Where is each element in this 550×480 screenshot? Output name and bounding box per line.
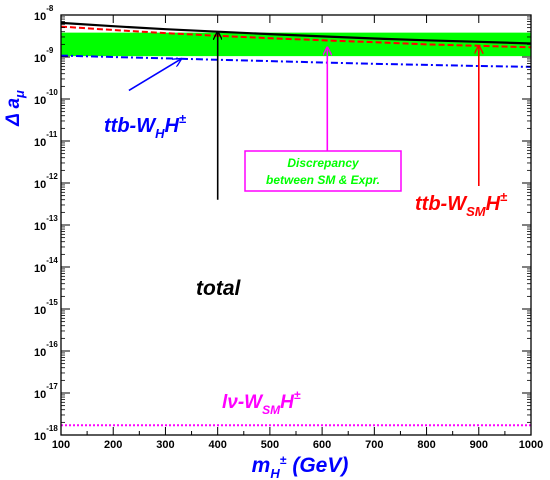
y-tick-label: 10-9: [34, 46, 54, 65]
x-tick-label: 300: [156, 439, 174, 451]
x-tick-label: 500: [261, 439, 279, 451]
y-tick-label: 10-10: [34, 88, 58, 107]
series-line-ttb-WSM: [60, 25, 532, 49]
plot-frame: [60, 14, 532, 436]
x-tick-label: 800: [417, 439, 435, 451]
wh-arrow: [128, 59, 181, 92]
discrepancy-line-2: between SM & Expr.: [266, 173, 380, 187]
label-ttb-wsm: ttb-WSMH±: [415, 189, 508, 219]
y-tick-label: 10-14: [34, 256, 58, 275]
x-tick-label: 1000: [519, 439, 543, 451]
y-tick-label: 10-15: [34, 298, 58, 317]
discrepancy-line-1: Discrepancy: [287, 156, 360, 170]
x-tick-label: 200: [104, 439, 122, 451]
x-axis-label: mH± (GeV): [252, 453, 349, 480]
series-layer: [60, 21, 532, 427]
discrepancy-band: [61, 32, 531, 57]
y-tick-label: 10-12: [34, 172, 58, 191]
label-lnu-wsm: lν-WSMH±: [222, 388, 301, 417]
x-tick-label: 100: [52, 439, 70, 451]
y-axis-label: Δ aμ: [3, 90, 27, 127]
y-tick-label: 10-11: [34, 130, 58, 149]
discrepancy-band-layer: [61, 32, 531, 57]
y-tick-label: 10-16: [34, 340, 58, 359]
tick-layer: 100 200 300 400 500 600 700 800 900 1000 10-8 10-9 1…: [34, 4, 543, 451]
x-tick-label: 900: [470, 439, 488, 451]
y-tick-label: 10-18: [34, 424, 58, 443]
y-tick-label: 10-13: [34, 214, 58, 233]
discrepancy-box: [244, 150, 402, 192]
series-line-total: [60, 21, 532, 45]
x-tick-label: 600: [313, 439, 331, 451]
series-line-ttb-WH: [60, 54, 532, 68]
label-total: total: [196, 277, 241, 300]
y-tick-label: 10-8: [34, 4, 54, 23]
arrow-layer: [128, 32, 479, 200]
x-tick-label: 700: [365, 439, 383, 451]
x-tick-label: 400: [208, 439, 226, 451]
y-tick-label: 10-17: [34, 382, 58, 401]
label-ttb-wh: ttb-WHH±: [104, 111, 187, 141]
